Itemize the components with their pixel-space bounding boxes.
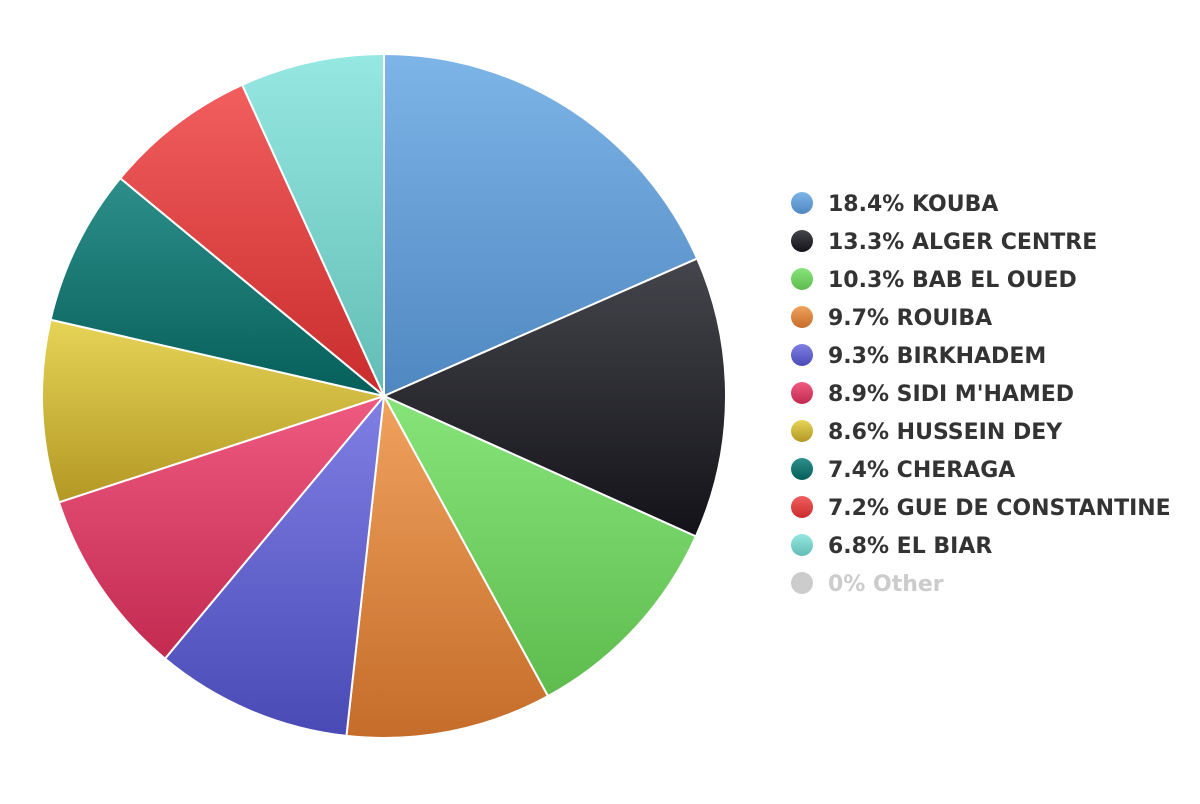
legend-item[interactable]: 7.4% CHERAGA [791, 458, 1015, 483]
pie-slice-rouiba[interactable] [345, 395, 549, 739]
legend-label: 8.6% HUSSEIN DEY [828, 420, 1063, 445]
legend-label: 6.8% EL BIAR [828, 534, 992, 559]
legend-item[interactable]: 8.9% SIDI M'HAMED [791, 382, 1074, 407]
legend-item[interactable]: 10.3% BAB EL OUED [791, 268, 1077, 293]
legend-label: 9.7% ROUIBA [828, 306, 992, 331]
pie-slice-gue-de-constantine[interactable] [119, 83, 385, 397]
legend-marker [791, 230, 813, 252]
legend-label: 9.3% BIRKHADEM [828, 344, 1046, 369]
legend-marker [791, 572, 813, 594]
pie-slice-hussein-dey[interactable] [41, 318, 385, 504]
legend-item[interactable]: 18.4% KOUBA [791, 192, 998, 217]
pie-slice-kouba[interactable] [383, 53, 699, 397]
legend-item[interactable]: 13.3% ALGER CENTRE [791, 230, 1097, 255]
pie-slice-birkhadem[interactable] [163, 395, 385, 737]
pie-slice-sidi-m-hamed[interactable] [57, 395, 385, 660]
legend-marker [791, 534, 813, 556]
legend-marker [791, 496, 813, 518]
legend-label: 13.3% ALGER CENTRE [828, 230, 1097, 255]
legend-label: 7.2% GUE DE CONSTANTINE [828, 496, 1171, 521]
legend-marker [791, 420, 813, 442]
legend-label: 10.3% BAB EL OUED [828, 268, 1077, 293]
legend-item[interactable]: 9.3% BIRKHADEM [791, 344, 1046, 369]
pie-slice-el-biar[interactable] [241, 53, 385, 397]
legend-item[interactable]: 9.7% ROUIBA [791, 306, 992, 331]
legend-label: 0% Other [828, 572, 944, 597]
legend-label: 18.4% KOUBA [828, 192, 998, 217]
legend-marker [791, 192, 813, 214]
legend-item[interactable]: 0% Other [791, 572, 944, 597]
pie-slice-bab-el-oued[interactable] [383, 395, 697, 698]
pie-slice-cheraga[interactable] [49, 177, 385, 397]
legend-marker [791, 344, 813, 366]
legend-label: 7.4% CHERAGA [828, 458, 1015, 483]
legend-marker [791, 306, 813, 328]
legend-marker [791, 382, 813, 404]
pie-slice-alger-centre[interactable] [383, 257, 727, 538]
legend-item[interactable]: 6.8% EL BIAR [791, 534, 992, 559]
legend-marker [791, 268, 813, 290]
legend-marker [791, 458, 813, 480]
legend-label: 8.9% SIDI M'HAMED [828, 382, 1074, 407]
legend-item[interactable]: 8.6% HUSSEIN DEY [791, 420, 1063, 445]
pie-slices [41, 53, 727, 739]
legend-item[interactable]: 7.2% GUE DE CONSTANTINE [791, 496, 1171, 521]
legend: 18.4% KOUBA 13.3% ALGER CENTRE 10.3% BAB E… [791, 192, 1171, 597]
